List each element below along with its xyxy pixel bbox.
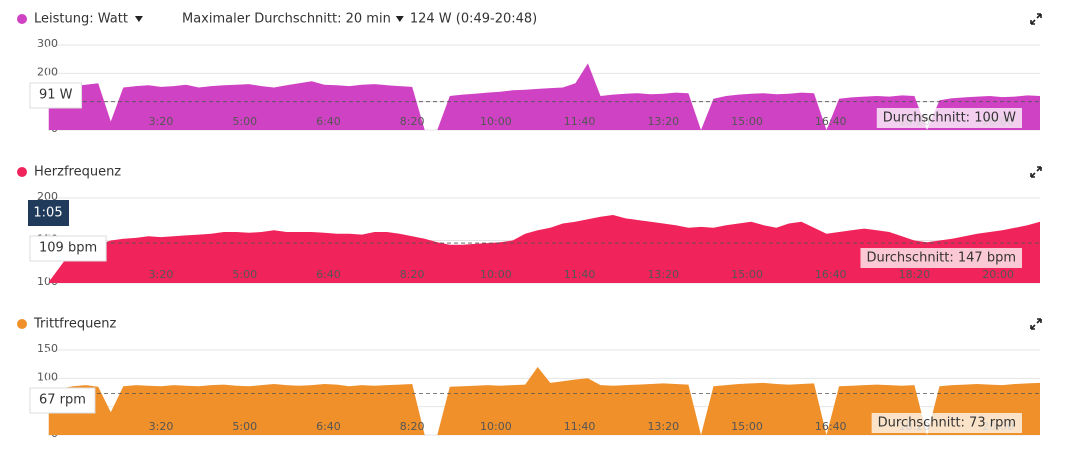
tooltip-box xyxy=(29,387,96,414)
x-tick-label: 5:00 xyxy=(232,268,257,281)
average-label-box xyxy=(876,108,1022,128)
area xyxy=(48,215,1040,283)
x-tick-label: 16:40 xyxy=(815,115,847,128)
x-tick-label: 6:40 xyxy=(316,268,341,281)
x-tick-label: 18:20 xyxy=(899,268,931,281)
expand-icon[interactable] xyxy=(1030,318,1042,330)
x-tick-label: 3:20 xyxy=(149,115,174,128)
chart-title: Trittfrequenz xyxy=(33,317,117,332)
tooltip-label: 67 rpm xyxy=(39,393,86,408)
x-tick-label: 10:00 xyxy=(480,268,512,281)
x-tick-label: 16:40 xyxy=(815,420,847,433)
x-tick-label: 10:00 xyxy=(480,115,512,128)
chart-title: Leistung: Watt xyxy=(34,12,128,27)
time-label: 1:05 xyxy=(33,206,62,221)
x-tick-label: 8:20 xyxy=(400,115,425,128)
time-box xyxy=(28,200,69,226)
expand-arrow xyxy=(1030,318,1042,330)
chart-title: Herzfrequenz xyxy=(34,165,121,180)
x-tick-label: 15:00 xyxy=(731,115,763,128)
y-tick-label: 200 xyxy=(37,190,58,203)
legend-dot xyxy=(17,319,27,329)
x-tick-label: 5:00 xyxy=(232,115,257,128)
x-tick-label: 8:20 xyxy=(400,420,425,433)
x-tick-label: 6:40 xyxy=(316,420,341,433)
average-label-box xyxy=(871,413,1022,433)
x-tick-label: 3:20 xyxy=(149,268,174,281)
x-tick-label: 13:20 xyxy=(647,420,679,433)
average-label-box xyxy=(860,248,1022,268)
x-tick-label: 11:40 xyxy=(564,115,596,128)
expand-icon[interactable] xyxy=(1030,166,1042,178)
expand-icon[interactable] xyxy=(1030,13,1042,25)
x-tick-label: 11:40 xyxy=(564,420,596,433)
y-tick-label: 150 xyxy=(37,342,58,355)
x-tick-label: 15:00 xyxy=(731,420,763,433)
annotation: 124 W (0:49-20:48) xyxy=(410,12,537,27)
x-tick-label: 20:00 xyxy=(982,268,1014,281)
area xyxy=(48,367,1040,435)
x-tick-label: 10:00 xyxy=(480,420,512,433)
x-tick-label: 11:40 xyxy=(564,268,596,281)
x-tick-label: 8:20 xyxy=(400,268,425,281)
legend-dot xyxy=(17,14,27,24)
x-tick-label: 13:20 xyxy=(647,268,679,281)
tooltip-label: 91 W xyxy=(39,88,73,103)
y-tick-label: 300 xyxy=(37,37,58,50)
x-tick-label: 13:20 xyxy=(647,115,679,128)
dropdown-arrow xyxy=(134,16,143,22)
expand-arrow xyxy=(1030,13,1042,25)
expand-arrow xyxy=(1030,166,1042,178)
dropdown-arrow xyxy=(395,16,404,22)
average-label: Durchschnitt: 100 W xyxy=(883,111,1016,126)
x-tick-label: 5:00 xyxy=(232,420,257,433)
tooltip-box xyxy=(29,235,107,262)
subtitle: Maximaler Durchschnitt: 20 min xyxy=(182,12,391,27)
x-tick-label: 3:20 xyxy=(149,420,174,433)
tooltip-label: 109 bpm xyxy=(39,241,97,256)
x-tick-label: 16:40 xyxy=(815,268,847,281)
average-label: Durchschnitt: 147 bpm xyxy=(866,251,1016,266)
tooltip-box xyxy=(29,82,83,109)
x-tick-label: 15:00 xyxy=(731,268,763,281)
area xyxy=(48,63,1040,130)
x-tick-label: 6:40 xyxy=(316,115,341,128)
legend-dot xyxy=(17,167,27,177)
average-label: Durchschnitt: 73 rpm xyxy=(878,416,1016,431)
